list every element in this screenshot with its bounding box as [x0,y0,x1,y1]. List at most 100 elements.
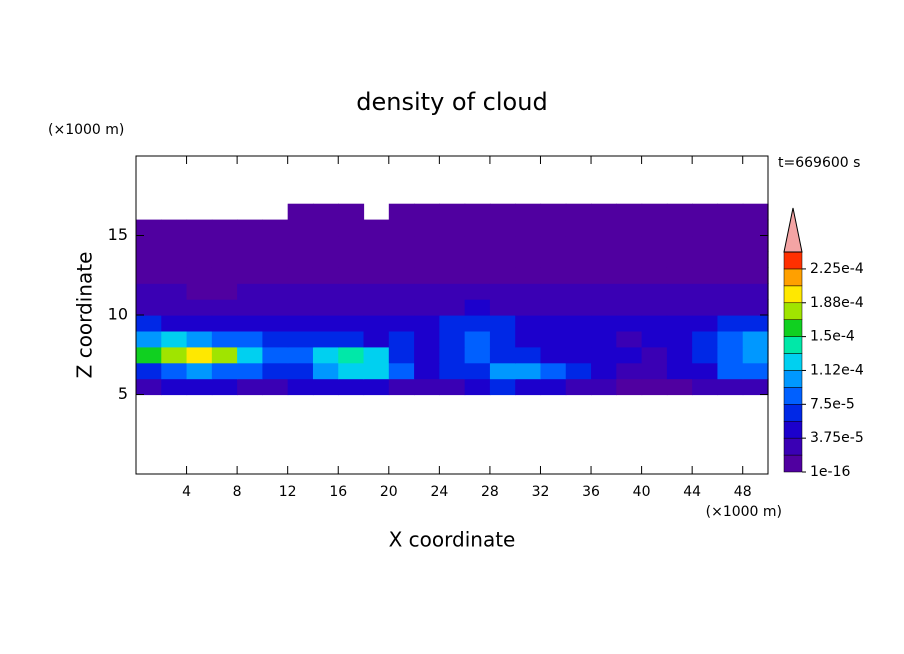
contour-cell [692,346,719,364]
contour-cell [717,203,744,221]
colorbar-band [783,319,803,337]
y-unit: (×1000 m) [48,122,124,138]
contour-cell [742,283,769,300]
contour-cell [565,299,592,316]
contour-cell [262,362,289,380]
contour-cell [717,251,744,268]
contour-cell [439,362,466,380]
contour-cell [464,362,491,380]
contour-cell [338,299,365,316]
contour-cell [742,267,769,284]
contour-cell [161,267,188,284]
contour-cell [237,346,263,364]
x-tick-label: 16 [329,484,347,500]
contour-cell [717,299,744,316]
contour-cell [414,283,440,300]
contour-cell [641,267,668,284]
contour-cell [515,203,542,221]
y-tick-label: 5 [118,384,128,403]
contour-cell [742,378,769,396]
contour-cell [312,283,339,300]
contour-cell [439,315,466,332]
contour-cell [338,267,365,284]
colorbar-band [783,404,803,422]
contour-cell [312,219,339,237]
contour-cell [287,267,314,284]
contour-cell [666,346,693,364]
contour-cell [136,299,162,316]
contour-cell [641,362,668,380]
contour-cell [591,283,617,300]
contour-cell [312,378,339,396]
contour-cell [136,283,162,300]
contour-cell [515,346,542,364]
y-tick-label: 10 [108,305,128,324]
contour-cell [262,330,289,348]
contour-cell [312,362,339,380]
contour-cell [237,219,263,237]
contour-cell [692,315,719,332]
contour-cell [439,219,466,237]
contour-cell [237,283,263,300]
contour-cell [616,315,643,332]
contour-cell [211,267,238,284]
contour-cell [489,346,516,364]
contour-cell [211,219,238,237]
contour-cell [161,235,188,252]
contour-cell [489,203,516,221]
contour-cell [591,346,617,364]
contour-cell [338,378,365,396]
contour-cell [211,299,238,316]
contour-cell [363,251,390,268]
contour-cell [136,346,162,364]
colorbar-tick-label: 1e-16 [810,464,850,480]
contour-cell [338,219,365,237]
contour-cell [161,219,188,237]
contour-cell [489,362,516,380]
contour-cell [186,315,213,332]
contour-cell [262,267,289,284]
contour-cell [439,299,466,316]
contour-cell [186,267,213,284]
contour-cell [641,251,668,268]
contour-cell [515,235,542,252]
contour-cell [540,267,567,284]
contour-cell [591,219,617,237]
contour-cell [489,315,516,332]
contour-cell [211,378,238,396]
colorbar-tick-label: 3.75e-5 [810,430,864,446]
contour-cell [464,378,491,396]
contour-cell [414,219,440,237]
contour-cell [515,378,542,396]
contour-cell [489,267,516,284]
y-axis-label: Z coordinate [73,252,97,379]
contour-cell [363,362,390,380]
contour-cell [388,203,415,221]
contour-cell [287,251,314,268]
contour-cell [464,283,491,300]
colorbar-band [783,285,803,304]
contour-cell [414,315,440,332]
contour-cell [136,378,162,396]
contour-cell [211,251,238,268]
contour-cell [692,299,719,316]
contour-cell [211,315,238,332]
contour-cell [641,330,668,348]
contour-cell [211,346,238,364]
contour-cell [692,283,719,300]
contour-cell [161,362,188,380]
colorbar-band [783,302,803,320]
contour-cell [616,362,643,380]
contour-cell [211,330,238,348]
contour-cell [641,346,668,364]
contour-cell [287,362,314,380]
contour-cell [565,219,592,237]
contour-cell [312,203,339,221]
contour-cell [641,203,668,221]
contour-cell [338,251,365,268]
contour-cell [692,362,719,380]
colorbar-band [783,370,803,388]
colorbar-band [783,251,803,270]
contour-cell [616,283,643,300]
